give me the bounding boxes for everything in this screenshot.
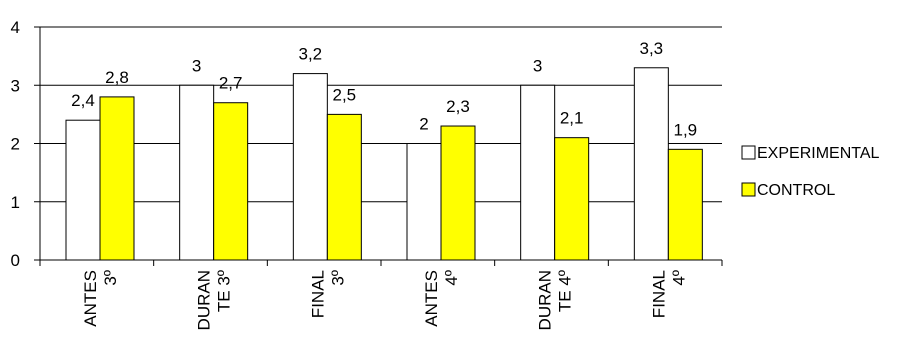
data-label: 1,9	[674, 120, 698, 139]
category-label: FINAL 4º	[649, 270, 688, 318]
axes	[34, 26, 723, 266]
category-labels: ANTES 3º DURAN TE 3º FINAL 3º ANTES 4º DURAN TE 4…	[81, 270, 688, 330]
y-tick-label: 0	[11, 251, 20, 270]
data-label: 2,7	[219, 74, 243, 93]
bar-experimental	[65, 119, 101, 261]
bar-experimental	[292, 73, 328, 261]
category-label-line: FINAL	[308, 270, 327, 318]
bar-experimental	[633, 67, 669, 261]
bar-experimental	[406, 143, 442, 261]
category-label-line: DURAN	[536, 270, 555, 330]
bar-control	[99, 96, 135, 261]
data-label: 2,4	[71, 91, 95, 110]
bar-experimental	[520, 84, 556, 261]
data-label: 2,5	[333, 85, 357, 104]
bar-control	[554, 137, 590, 261]
y-tick-label: 2	[11, 135, 20, 154]
category-label-line: TE 3º	[215, 270, 234, 312]
y-tick-labels: 0 1 2 3 4	[11, 18, 20, 270]
legend-swatch-experimental	[741, 145, 756, 160]
category-label-line: DURAN	[195, 270, 214, 330]
data-label: 3	[533, 56, 542, 75]
category-label-line: 3º	[328, 270, 347, 286]
category-label-line: 4º	[669, 270, 688, 286]
data-labels: 2,4 2,8 3 2,7 3,2 2,5 2 2,3 3 2,1 3,3 1,9	[71, 39, 697, 140]
bar-control	[440, 125, 476, 261]
bar-control	[213, 102, 249, 261]
bar-control	[667, 148, 703, 261]
category-label-line: ANTES	[81, 270, 100, 327]
data-label: 2	[419, 115, 428, 134]
gridlines	[40, 26, 722, 203]
legend-label-control: CONTROL	[757, 182, 835, 199]
category-label-line: 4º	[442, 270, 461, 286]
category-label-line: ANTES	[422, 270, 441, 327]
category-label: ANTES 4º	[422, 270, 461, 327]
category-label: DURAN TE 4º	[536, 270, 575, 330]
data-label: 2,3	[446, 97, 470, 116]
data-label: 3,3	[640, 39, 664, 58]
category-label: FINAL 3º	[308, 270, 347, 318]
y-tick-label: 3	[11, 76, 20, 95]
category-label-line: TE 4º	[556, 270, 575, 312]
bars	[65, 67, 703, 261]
legend-label-experimental: EXPERIMENTAL	[757, 145, 880, 162]
data-label: 2,1	[560, 109, 584, 128]
bar-experimental	[179, 84, 215, 261]
category-label: DURAN TE 3º	[195, 270, 234, 330]
data-label: 3,2	[299, 45, 323, 64]
legend-swatch-control	[741, 182, 756, 197]
category-label-line: FINAL	[649, 270, 668, 318]
legend: EXPERIMENTAL CONTROL	[741, 145, 880, 199]
y-tick-label: 4	[11, 18, 20, 37]
data-label: 2,8	[105, 68, 129, 87]
category-label: ANTES 3º	[81, 270, 120, 327]
y-tick-label: 1	[11, 193, 20, 212]
bar-control	[326, 113, 362, 261]
data-label: 3	[192, 56, 201, 75]
category-label-line: 3º	[101, 270, 120, 286]
